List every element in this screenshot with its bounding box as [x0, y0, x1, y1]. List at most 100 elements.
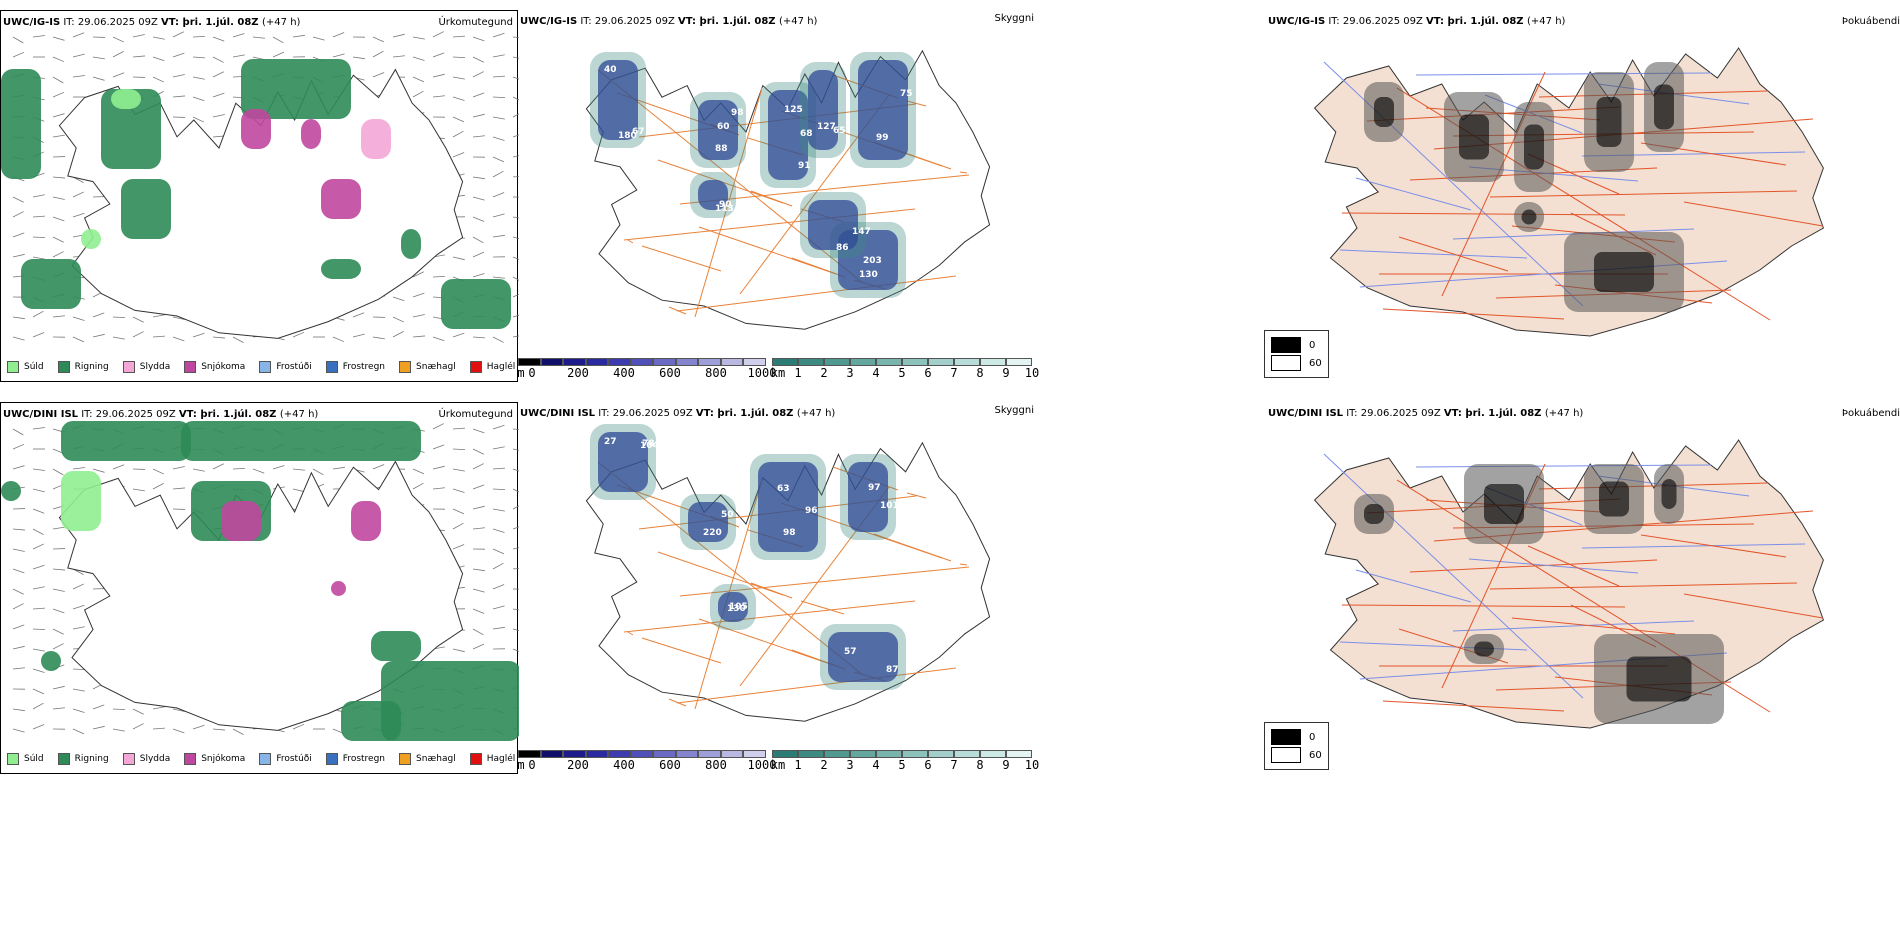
road-line [1538, 482, 1769, 490]
cloudbase-area [598, 60, 638, 140]
road-line [694, 87, 763, 318]
visibility-area [800, 62, 846, 158]
it-value: 29.06.2025 09Z [1342, 16, 1427, 27]
cloudbase-area [688, 502, 728, 542]
colorbar-tick: 800 [705, 366, 727, 380]
legend-item: Frostregn [325, 753, 386, 765]
model-name: UWC/DINI ISL [1268, 408, 1344, 419]
colorbar-tick: 1 [794, 758, 802, 772]
colorbar-cell [698, 750, 721, 758]
road-line [627, 239, 634, 244]
cloudbase-value-label: 104 [640, 441, 659, 451]
road-line [1527, 545, 1620, 587]
legend-swatch [259, 361, 272, 373]
colorbar-cell [772, 358, 798, 366]
colorbar-cell [608, 358, 631, 366]
it-label: IT: [595, 408, 613, 419]
cloudbase-area [828, 632, 898, 682]
colorbar-cell [518, 358, 541, 366]
lead-time: (+47 h) [279, 409, 319, 420]
visibility-area [820, 624, 906, 690]
legend-swatch [122, 361, 135, 373]
colorbar-tick: 9 [1002, 758, 1010, 772]
vt-value: þri. 1.júl. 08Z [699, 16, 780, 27]
colorbar-cell [928, 750, 954, 758]
colorbar-cell [698, 358, 721, 366]
colorbar-cell [630, 358, 654, 366]
colorbar-tick: 4 [872, 366, 880, 380]
colorbar-cell [540, 750, 564, 758]
road-line [676, 667, 957, 704]
colorbar-unit: km [770, 758, 786, 772]
precip-area [341, 701, 401, 741]
precip-area [221, 501, 261, 541]
colorbar-tick: 6 [924, 366, 932, 380]
river-line [1355, 177, 1472, 211]
precip-area [361, 119, 391, 159]
cloudbase-area [768, 90, 808, 180]
precip-area [321, 259, 361, 279]
legend-label: Rigning [74, 362, 109, 372]
river-line [1452, 620, 1695, 632]
colorbar-tick: 2 [820, 366, 828, 380]
vt-label: VT: [161, 17, 183, 28]
cloudbase-value-label: 27 [604, 437, 617, 447]
river-line [1415, 464, 1712, 468]
legend-item: Haglél [469, 753, 515, 765]
precip-type-panel: UWC/DINI ISL IT: 29.06.2025 09Z VT: þri.… [0, 402, 519, 774]
cloudbase-value-label: 180 [618, 131, 637, 141]
vt-label: VT: [178, 409, 201, 420]
it-label: IT: [577, 16, 595, 27]
colorbar-tick: 600 [659, 366, 681, 380]
precip-area [371, 631, 421, 661]
precip-area [441, 279, 511, 329]
legend-swatch [122, 753, 135, 765]
cloudbase-value-label: 203 [863, 256, 882, 266]
road-line [657, 551, 784, 596]
model-name: UWC/IG-IS [3, 17, 61, 28]
cloudbase-area [598, 432, 648, 492]
road-line [676, 275, 957, 312]
road-line [1640, 534, 1787, 558]
visibility-area [690, 172, 736, 218]
cloudbase-value-label: 75 [900, 89, 913, 99]
colorbar-cell [720, 750, 744, 758]
fog-swatch [1271, 729, 1301, 745]
colorbar-cell [876, 358, 902, 366]
fog-core [1524, 124, 1544, 170]
cloudbase-value-label: 127 [817, 122, 836, 132]
colorbar-cell [850, 358, 876, 366]
visibility-area [800, 192, 866, 258]
colorbar-tick: 3 [846, 366, 854, 380]
fog-map [1313, 47, 1825, 337]
precip-area [21, 259, 81, 309]
precip-area [111, 89, 141, 109]
colorbar-tick: 200 [567, 758, 589, 772]
road-line [1683, 201, 1824, 227]
colorbar-cell [850, 750, 876, 758]
road-line [627, 631, 634, 636]
fog-label: 60 [1309, 357, 1322, 369]
panel-header: UWC/IG-IS IT: 29.06.2025 09Z VT: þri. 1.… [3, 17, 300, 28]
model-name: UWC/DINI ISL [520, 408, 596, 419]
cloudbase-area [698, 180, 728, 210]
cloudbase-map: 27 63 101 220 87 105 78 96 97 50 57 130 104 98 [585, 424, 991, 722]
road-line [641, 245, 722, 272]
visibility-area [750, 454, 826, 560]
road-line [1489, 190, 1798, 198]
legend-label: Slydda [139, 362, 171, 372]
model-name: UWC/DINI ISL [3, 409, 79, 420]
panel-header: UWC/DINI ISL IT: 29.06.2025 09Z VT: þri.… [520, 408, 835, 419]
colorbar-tick: 4 [872, 758, 880, 772]
model-name: UWC/IG-IS [520, 16, 578, 27]
visibility-area [840, 454, 896, 540]
legend-label: Frostregn [342, 754, 386, 764]
road-line [750, 190, 793, 207]
colorbar-cell [585, 750, 609, 758]
panel-header: UWC/DINI ISL IT: 29.06.2025 09Z VT: þri.… [3, 409, 318, 420]
legend-item: Frostregn [325, 361, 385, 373]
cloudbase-value-label: 78 [642, 439, 655, 449]
colorbar-unit: m [517, 366, 525, 380]
cloudbase-value-label: 88 [715, 144, 728, 154]
colorbar-tick: 400 [613, 758, 635, 772]
